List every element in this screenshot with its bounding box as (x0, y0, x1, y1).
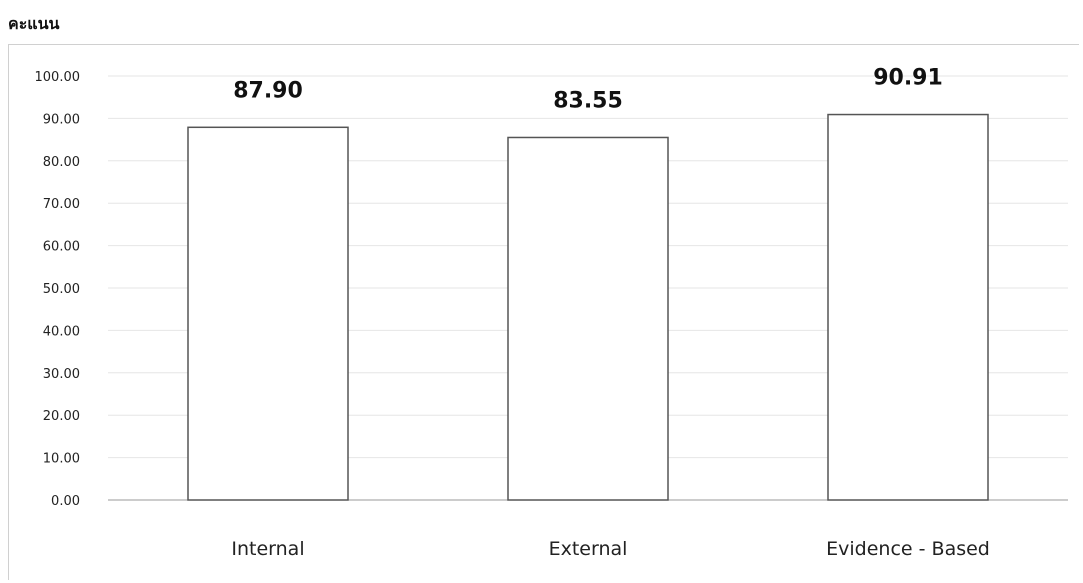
category-label: Internal (231, 538, 304, 560)
y-tick-label: 100.00 (35, 70, 81, 85)
bar (187, 126, 349, 501)
y-tick-label: 50.00 (43, 282, 80, 297)
bar-value-label: 90.91 (873, 66, 943, 91)
category-label: Evidence - Based (826, 538, 990, 560)
y-axis-ticks: 0.00 10.00 20.00 30.00 40.00 50.00 60.00 70.00 8… (35, 70, 81, 509)
bar-value-label: 87.90 (233, 78, 303, 103)
category-labels: Internal External Evidence - Based (231, 538, 989, 560)
y-tick-label: 80.00 (43, 155, 80, 170)
y-tick-label: 0.00 (51, 494, 80, 509)
y-tick-label: 10.00 (43, 452, 80, 467)
bar (827, 113, 989, 501)
y-tick-label: 70.00 (43, 197, 80, 212)
y-tick-label: 30.00 (43, 367, 80, 382)
y-tick-label: 60.00 (43, 240, 80, 255)
y-tick-label: 40.00 (43, 324, 80, 339)
bar (507, 136, 669, 501)
chart-frame (8, 44, 1079, 580)
data-labels: 87.90 83.55 90.91 (233, 66, 943, 114)
category-label: External (549, 538, 628, 560)
y-axis-title: คะแนน (8, 14, 60, 33)
y-tick-label: 20.00 (43, 409, 80, 424)
bar-value-label: 83.55 (553, 88, 623, 113)
bars (187, 113, 989, 501)
y-tick-label: 90.00 (43, 112, 80, 127)
